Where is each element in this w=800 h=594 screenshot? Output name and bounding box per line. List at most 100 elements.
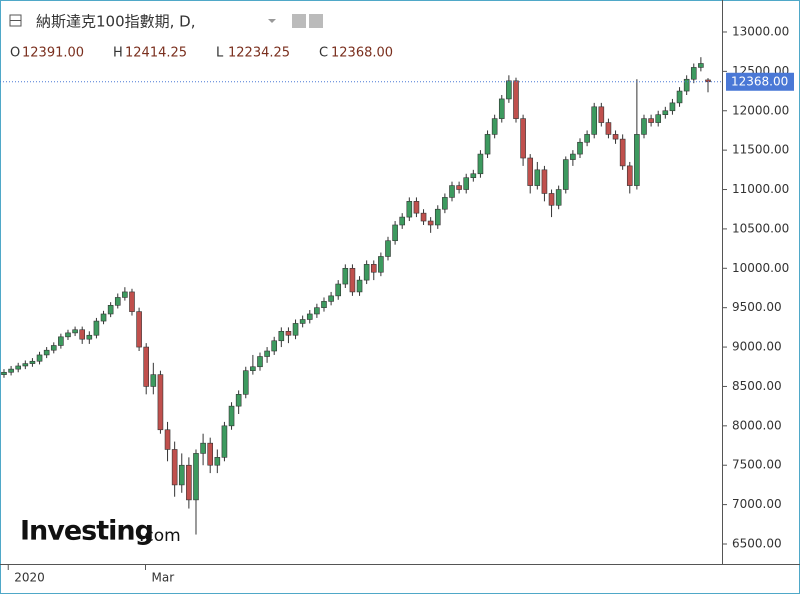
candle-body	[434, 208, 441, 226]
ohlc-key: H	[113, 46, 123, 61]
y-tick-label: 10500.00	[732, 221, 789, 235]
candle-body	[207, 442, 214, 466]
ohlc-value: 12391.00	[22, 46, 84, 61]
y-tick-label: 7500.00	[732, 458, 782, 472]
candle-body	[477, 153, 484, 175]
candle-body	[548, 193, 555, 206]
last-price-box	[726, 72, 794, 91]
candle-body	[271, 340, 278, 352]
candle-body	[406, 201, 413, 218]
candle-body	[150, 374, 157, 387]
candle-body	[648, 118, 654, 123]
last-price-label: 12368.00	[731, 74, 788, 88]
candle-body	[570, 153, 576, 160]
candle-body	[456, 185, 462, 190]
candle-body	[65, 332, 71, 338]
candle-body	[178, 464, 185, 486]
candle-body	[392, 224, 398, 242]
candle-body	[399, 216, 406, 226]
candle-body	[1, 371, 7, 375]
candle-body	[285, 331, 292, 336]
candle-body	[122, 291, 128, 298]
logo-brand: Investing	[20, 516, 153, 547]
candle-body	[513, 80, 519, 119]
candle-body	[278, 331, 285, 342]
x-tick-label: Mar	[151, 571, 174, 585]
candle-body	[242, 370, 249, 395]
candle-body	[100, 313, 107, 322]
candle-body	[221, 425, 228, 458]
candle-body	[363, 264, 370, 281]
candle-body	[349, 267, 356, 293]
y-tick-label: 13000.00	[732, 24, 789, 38]
ohlc-value: 12368.00	[331, 46, 393, 61]
ohlc-header: O 12391.00 H 12414.25 L 12234.25 C 12368.00	[10, 46, 393, 61]
candle-body	[520, 118, 526, 159]
candle-body	[129, 291, 135, 312]
candle-body	[79, 329, 86, 340]
candle-body	[228, 405, 235, 427]
candle-body	[299, 319, 306, 324]
x-tick-label: 2020	[14, 571, 45, 585]
candle-body	[491, 118, 498, 135]
candle-body	[463, 177, 470, 190]
logo-suffix: .com	[139, 526, 181, 546]
candle-body	[506, 80, 512, 100]
candle-body	[107, 305, 114, 315]
candle-body	[541, 169, 548, 194]
candle-body	[626, 165, 633, 186]
candle-body	[200, 442, 206, 454]
candle-body	[15, 365, 22, 370]
eye-icon[interactable]	[292, 14, 306, 28]
dropdown-icon[interactable]	[268, 19, 276, 23]
ohlc-value: 12414.25	[125, 46, 187, 61]
candle-body	[655, 114, 662, 123]
candle-body	[470, 173, 477, 179]
candle-body	[669, 102, 676, 112]
y-tick-label: 11000.00	[732, 182, 789, 196]
candle-body	[342, 267, 349, 285]
candle-body	[250, 366, 256, 371]
candle-body	[378, 256, 384, 273]
y-tick-label: 11500.00	[732, 143, 789, 157]
candle-body	[683, 78, 690, 92]
candle-body	[58, 336, 64, 346]
candle-body	[314, 307, 320, 315]
candle-body	[605, 122, 612, 135]
candle-body	[8, 368, 14, 373]
ohlc-key: C	[319, 46, 328, 61]
candle-body	[577, 141, 583, 155]
candle-body	[385, 240, 391, 257]
candle-body	[72, 329, 78, 334]
ohlc-value: 12234.25	[228, 46, 290, 61]
candle-body	[634, 134, 640, 186]
candle-body	[619, 138, 626, 167]
candle-body	[22, 363, 29, 367]
y-tick-label: 8000.00	[732, 418, 782, 432]
candle-body	[164, 429, 171, 450]
ohlc-key: O	[10, 46, 20, 61]
settings-icon[interactable]	[309, 14, 323, 28]
candle-body	[136, 311, 142, 348]
candle-body	[555, 189, 562, 206]
candle-body	[698, 63, 704, 68]
candle-body	[43, 349, 50, 356]
y-tick-label: 8500.00	[732, 379, 782, 393]
candle-body	[86, 334, 93, 340]
y-tick-label: 10000.00	[732, 261, 789, 275]
candle-body	[420, 212, 427, 222]
candle-body	[591, 106, 598, 135]
candle-body	[235, 394, 242, 407]
candle-body	[356, 279, 363, 293]
candle-body	[498, 98, 505, 119]
y-tick-label: 6500.00	[732, 536, 782, 550]
candle-body	[527, 157, 534, 186]
candle-body	[186, 464, 192, 501]
candle-body	[534, 169, 541, 186]
candle-body	[328, 295, 334, 302]
candle-body	[705, 79, 711, 83]
candle-body	[562, 159, 569, 190]
candle-body	[662, 110, 669, 115]
